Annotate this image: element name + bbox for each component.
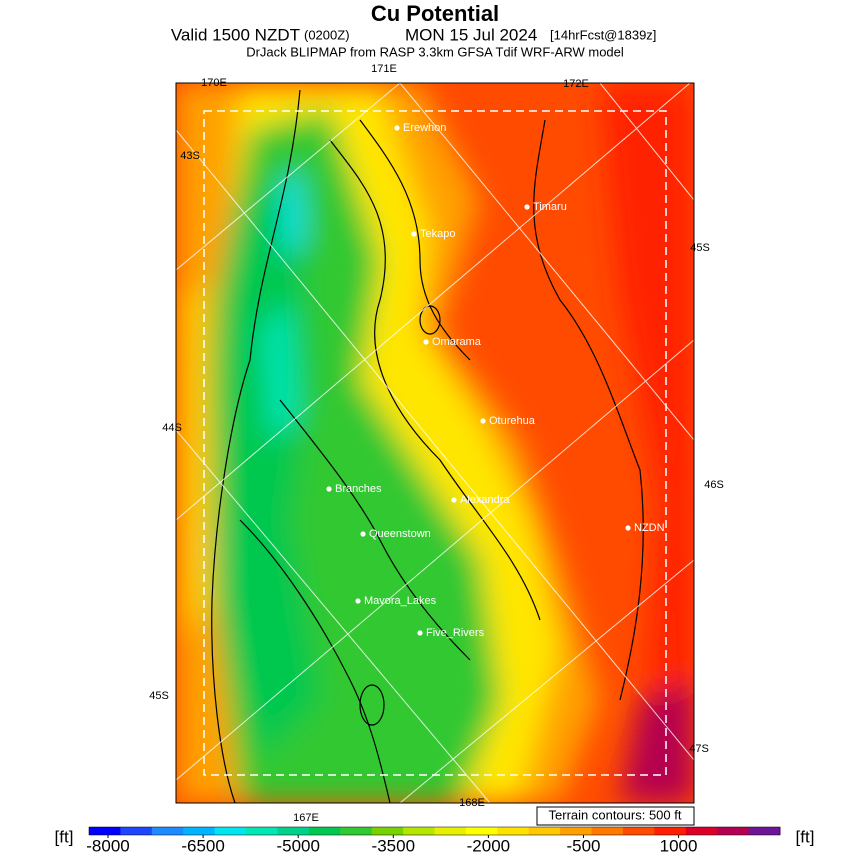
place-marker <box>625 525 631 531</box>
lon-label: 172E <box>563 78 589 90</box>
place-label: Timaru <box>533 201 567 213</box>
place-marker <box>326 486 332 492</box>
colorbar-frame <box>88 826 781 836</box>
labels: 170E 171E 172E 167E 168E 43S 44S 45S 45S 46S 47S Er… <box>149 63 724 824</box>
lon-label: 170E <box>201 77 227 89</box>
colorbar-swatch <box>685 827 718 835</box>
forecast: [14hrFcst@1839z] <box>550 27 656 42</box>
place-label: Tekapo <box>420 228 455 240</box>
place-label: Five_Rivers <box>426 627 485 639</box>
colorbar-swatch <box>497 827 530 835</box>
colorbar-swatch <box>622 827 655 835</box>
colorbar-swatch <box>465 827 498 835</box>
colorbar-swatch <box>748 827 781 835</box>
colorbar-tick-label: 1000 <box>660 836 698 855</box>
colorbar-swatch <box>403 827 435 835</box>
colorbar-tick-label: -3500 <box>372 836 415 855</box>
colorbar-swatch <box>246 827 278 835</box>
place-marker <box>451 497 457 503</box>
place-label: Queenstown <box>369 528 431 540</box>
place-marker <box>355 598 361 604</box>
colorbar: -8000 -6500 -5000 -3500 -2000 -500 1000 <box>86 826 781 855</box>
unit-left: [ft] <box>55 827 74 846</box>
valid-date: MON 15 Jul 2024 <box>405 25 537 44</box>
colorbar-swatch <box>151 827 184 835</box>
lat-label: 45S <box>149 690 169 702</box>
colorbar-swatch <box>528 827 561 835</box>
colorbar-swatch <box>591 827 624 835</box>
colorbar-tick-label: -500 <box>566 836 600 855</box>
colorbar-swatch <box>434 827 467 835</box>
colorbar-tick-label: -6500 <box>181 836 224 855</box>
map-frame <box>175 82 695 804</box>
colorbar-tick-label: -2000 <box>467 836 510 855</box>
lon-label: 168E <box>459 797 485 809</box>
colorbar-swatch <box>308 827 341 835</box>
valid-prefix: Valid 1500 NZDT <box>171 25 300 44</box>
valid-zone: (0200Z) <box>304 27 350 42</box>
place-marker <box>417 630 423 636</box>
place-marker <box>423 339 429 345</box>
colorbar-swatch <box>183 827 216 835</box>
colorbar-swatch <box>214 827 247 835</box>
place-label: Mavora_Lakes <box>364 595 437 607</box>
colorbar-swatch <box>560 827 593 835</box>
colorbar-swatch <box>277 827 310 835</box>
colorbar-swatch <box>717 827 750 835</box>
colorbar-tick-label: -8000 <box>86 836 129 855</box>
graticule <box>176 83 694 803</box>
lat-label: 43S <box>180 150 200 162</box>
place-label: Alexandra <box>460 494 510 506</box>
lat-label: 44S <box>162 422 182 434</box>
place-marker <box>524 204 530 210</box>
place-label: Omarama <box>432 336 482 348</box>
lon-label: 171E <box>371 63 397 75</box>
place-marker <box>360 531 366 537</box>
colorbar-swatch <box>89 827 121 835</box>
contour-note: Terrain contours: 500 ft <box>549 807 682 822</box>
place-marker <box>394 125 400 131</box>
title: Cu Potential <box>371 1 499 26</box>
place-marker <box>480 418 486 424</box>
domain-box <box>203 110 667 776</box>
lat-label: 46S <box>704 479 724 491</box>
colorbar-swatch <box>371 827 404 835</box>
colorbar-swatch <box>654 827 687 835</box>
unit-right: [ft] <box>796 827 815 846</box>
field <box>176 83 694 803</box>
place-marker <box>411 231 417 237</box>
place-label: Branches <box>335 483 382 495</box>
lon-label: 167E <box>293 812 319 824</box>
lat-label: 47S <box>689 743 709 755</box>
model: DrJack BLIPMAP from RASP 3.3km GFSA Tdif… <box>246 44 624 59</box>
colorbar-swatch <box>340 827 373 835</box>
place-label: Erewhon <box>403 122 446 134</box>
contour-note-box <box>536 806 695 826</box>
lat-label: 45S <box>690 242 710 254</box>
place-label: Oturehua <box>489 415 536 427</box>
colorbar-swatch <box>120 827 153 835</box>
place-label: NZDN <box>634 522 665 534</box>
colorbar-tick-label: -5000 <box>276 836 319 855</box>
